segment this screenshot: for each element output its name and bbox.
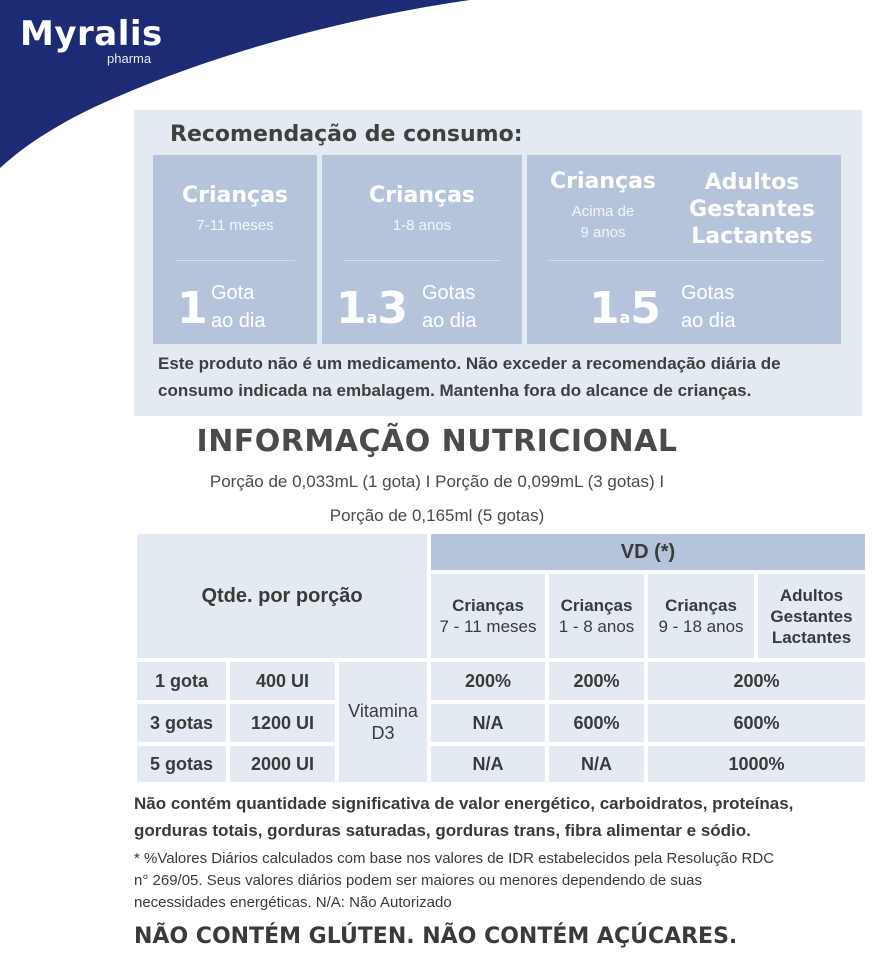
- vd-group-2-sub: 1 - 8 anos: [558, 617, 635, 636]
- qty-header: Qtde. por porção: [137, 534, 427, 658]
- rec-col2-dose: Gotas ao dia: [422, 279, 477, 335]
- rec-col3-adults: Adultos: [704, 170, 800, 195]
- rec-col2-head: Crianças: [368, 183, 476, 208]
- footnote-line-2: n° 269/05. Seus valores diários podem se…: [134, 872, 703, 889]
- vd-group-infants: Crianças 7 - 11 meses: [431, 574, 545, 658]
- vd-group-4-title-1: Adultos: [779, 585, 844, 605]
- row-2-vd-children: 600%: [549, 704, 644, 742]
- rec-col3-q2: 5: [630, 283, 662, 334]
- row-2-amount: 1200 UI: [230, 704, 335, 742]
- row-2-vd-adults: 600%: [648, 704, 865, 742]
- rec-col3-qty: 1a5: [589, 287, 661, 340]
- footer-statement-line-1: Não contém quantidade significativa de v…: [134, 794, 794, 813]
- rec-note-line-2: consumo indicada na embalagem. Mantenha …: [158, 381, 752, 400]
- vd-group-2-title: Crianças: [560, 596, 633, 615]
- row-2-vd-infants: N/A: [431, 704, 545, 742]
- rec-col1-sub: 7-11 meses: [196, 217, 274, 234]
- divider: [344, 260, 500, 261]
- vd-header: VD (*): [431, 534, 865, 570]
- rec-col3-head-right: Adultos Gestantes Lactantes: [667, 169, 837, 250]
- row-1-vd-children: 200%: [549, 662, 644, 700]
- nutrition-title: INFORMAÇÃO NUTRICIONAL: [196, 424, 678, 459]
- rec-col1-dose: Gota ao dia: [211, 279, 266, 335]
- rec-col3-sub-left-2: 9 anos: [580, 224, 626, 241]
- brand-sub: pharma: [107, 51, 152, 66]
- rec-col1-head: Crianças: [181, 183, 289, 208]
- row-1-vd-adults: 200%: [648, 662, 865, 700]
- vitamin-d3-label: D3: [371, 723, 395, 743]
- divider: [175, 260, 295, 261]
- recommendation-col-infants: Crianças 7-11 meses 1 Gota ao dia: [153, 155, 317, 344]
- divider: [549, 260, 825, 261]
- row-1-amount: 400 UI: [230, 662, 335, 700]
- vd-group-3-sub: 9 - 18 anos: [658, 617, 744, 636]
- rec-col3-unit: Gotas: [681, 282, 735, 304]
- row-3-amount: 2000 UI: [230, 746, 335, 782]
- rec-col3-lactating: Lactantes: [691, 224, 813, 249]
- brand-swoosh: [0, 0, 470, 168]
- rec-col2-qty: 1a3: [336, 287, 408, 340]
- portion-line-1: Porção de 0,033mL (1 gota) I Porção de 0…: [209, 472, 665, 491]
- vd-group-1-sub: 7 - 11 meses: [439, 617, 537, 636]
- vd-group-3-title: Crianças: [665, 596, 737, 615]
- rec-col2-q1: 1: [336, 283, 367, 334]
- row-3-vd-children: N/A: [549, 746, 644, 782]
- rec-col1-unit: Gota: [211, 282, 255, 304]
- row-1-vd-infants: 200%: [431, 662, 545, 700]
- recommendation-box: Recomendação de consumo: Crianças 7-11 m…: [134, 110, 862, 416]
- vitamin-d3-cell: Vitamina D3: [339, 662, 427, 782]
- rec-col2-a: a: [366, 308, 378, 327]
- rec-col3-per-day: ao dia: [681, 310, 736, 332]
- rec-col2-q2: 3: [377, 283, 409, 334]
- vitamin-label: Vitamina: [348, 701, 418, 721]
- row-3-portion: 5 gotas: [137, 746, 226, 782]
- gluten-sugar-statement: NÃO CONTÉM GLÚTEN. NÃO CONTÉM AÇÚCARES.: [134, 924, 738, 949]
- rec-col3-pregnant: Gestantes: [689, 197, 815, 222]
- rec-col1-per-day: ao dia: [211, 310, 266, 332]
- brand-name: Myralis: [20, 14, 163, 54]
- brand-logo: Myralis pharma: [20, 14, 163, 66]
- footnote-line-3: necessidades energéticas. N/A: Não Autor…: [134, 894, 452, 911]
- vd-group-children: Crianças 1 - 8 anos: [549, 574, 644, 658]
- row-3-vd-adults: 1000%: [648, 746, 865, 782]
- rec-col2-per-day: ao dia: [422, 310, 477, 332]
- rec-col3-sub-left-1: Acima de: [571, 203, 635, 220]
- row-3-vd-infants: N/A: [431, 746, 545, 782]
- vd-group-adults: Adultos Gestantes Lactantes: [758, 574, 865, 658]
- footnote: * %Valores Diários calculados com base n…: [134, 848, 862, 914]
- rec-note-line-1: Este produto não é um medicamento. Não e…: [158, 354, 781, 373]
- rec-col2-sub: 1-8 anos: [392, 217, 452, 234]
- rec-col3-dose: Gotas ao dia: [681, 279, 736, 335]
- rec-col2-unit: Gotas: [422, 282, 476, 304]
- footer-statement-line-2: gorduras totais, gorduras saturadas, gor…: [134, 821, 751, 840]
- rec-col3-q1: 1: [589, 283, 620, 334]
- recommendation-col-children: Crianças 1-8 anos 1a3 Gotas ao dia: [322, 155, 522, 344]
- portion-line-2: Porção de 0,165ml (5 gotas): [329, 506, 545, 525]
- rec-col3-head-left: Crianças: [549, 169, 657, 194]
- vd-group-teens: Crianças 9 - 18 anos: [648, 574, 754, 658]
- footer-statement: Não contém quantidade significativa de v…: [134, 790, 864, 844]
- vd-group-4-title-3: Lactantes: [771, 627, 852, 647]
- footnote-line-1: * %Valores Diários calculados com base n…: [134, 850, 775, 867]
- recommendation-note: Este produto não é um medicamento. Não e…: [158, 350, 848, 404]
- recommendation-col-adults: Crianças Acima de 9 anos Adultos Gestant…: [527, 155, 841, 344]
- row-2-portion: 3 gotas: [137, 704, 226, 742]
- row-1-portion: 1 gota: [137, 662, 226, 700]
- vd-group-4-title-2: Gestantes: [770, 606, 853, 626]
- vd-group-1-title: Crianças: [452, 596, 524, 615]
- rec-col3-a: a: [619, 308, 631, 327]
- recommendation-title: Recomendação de consumo:: [170, 122, 523, 147]
- rec-col1-qty: 1: [177, 283, 208, 334]
